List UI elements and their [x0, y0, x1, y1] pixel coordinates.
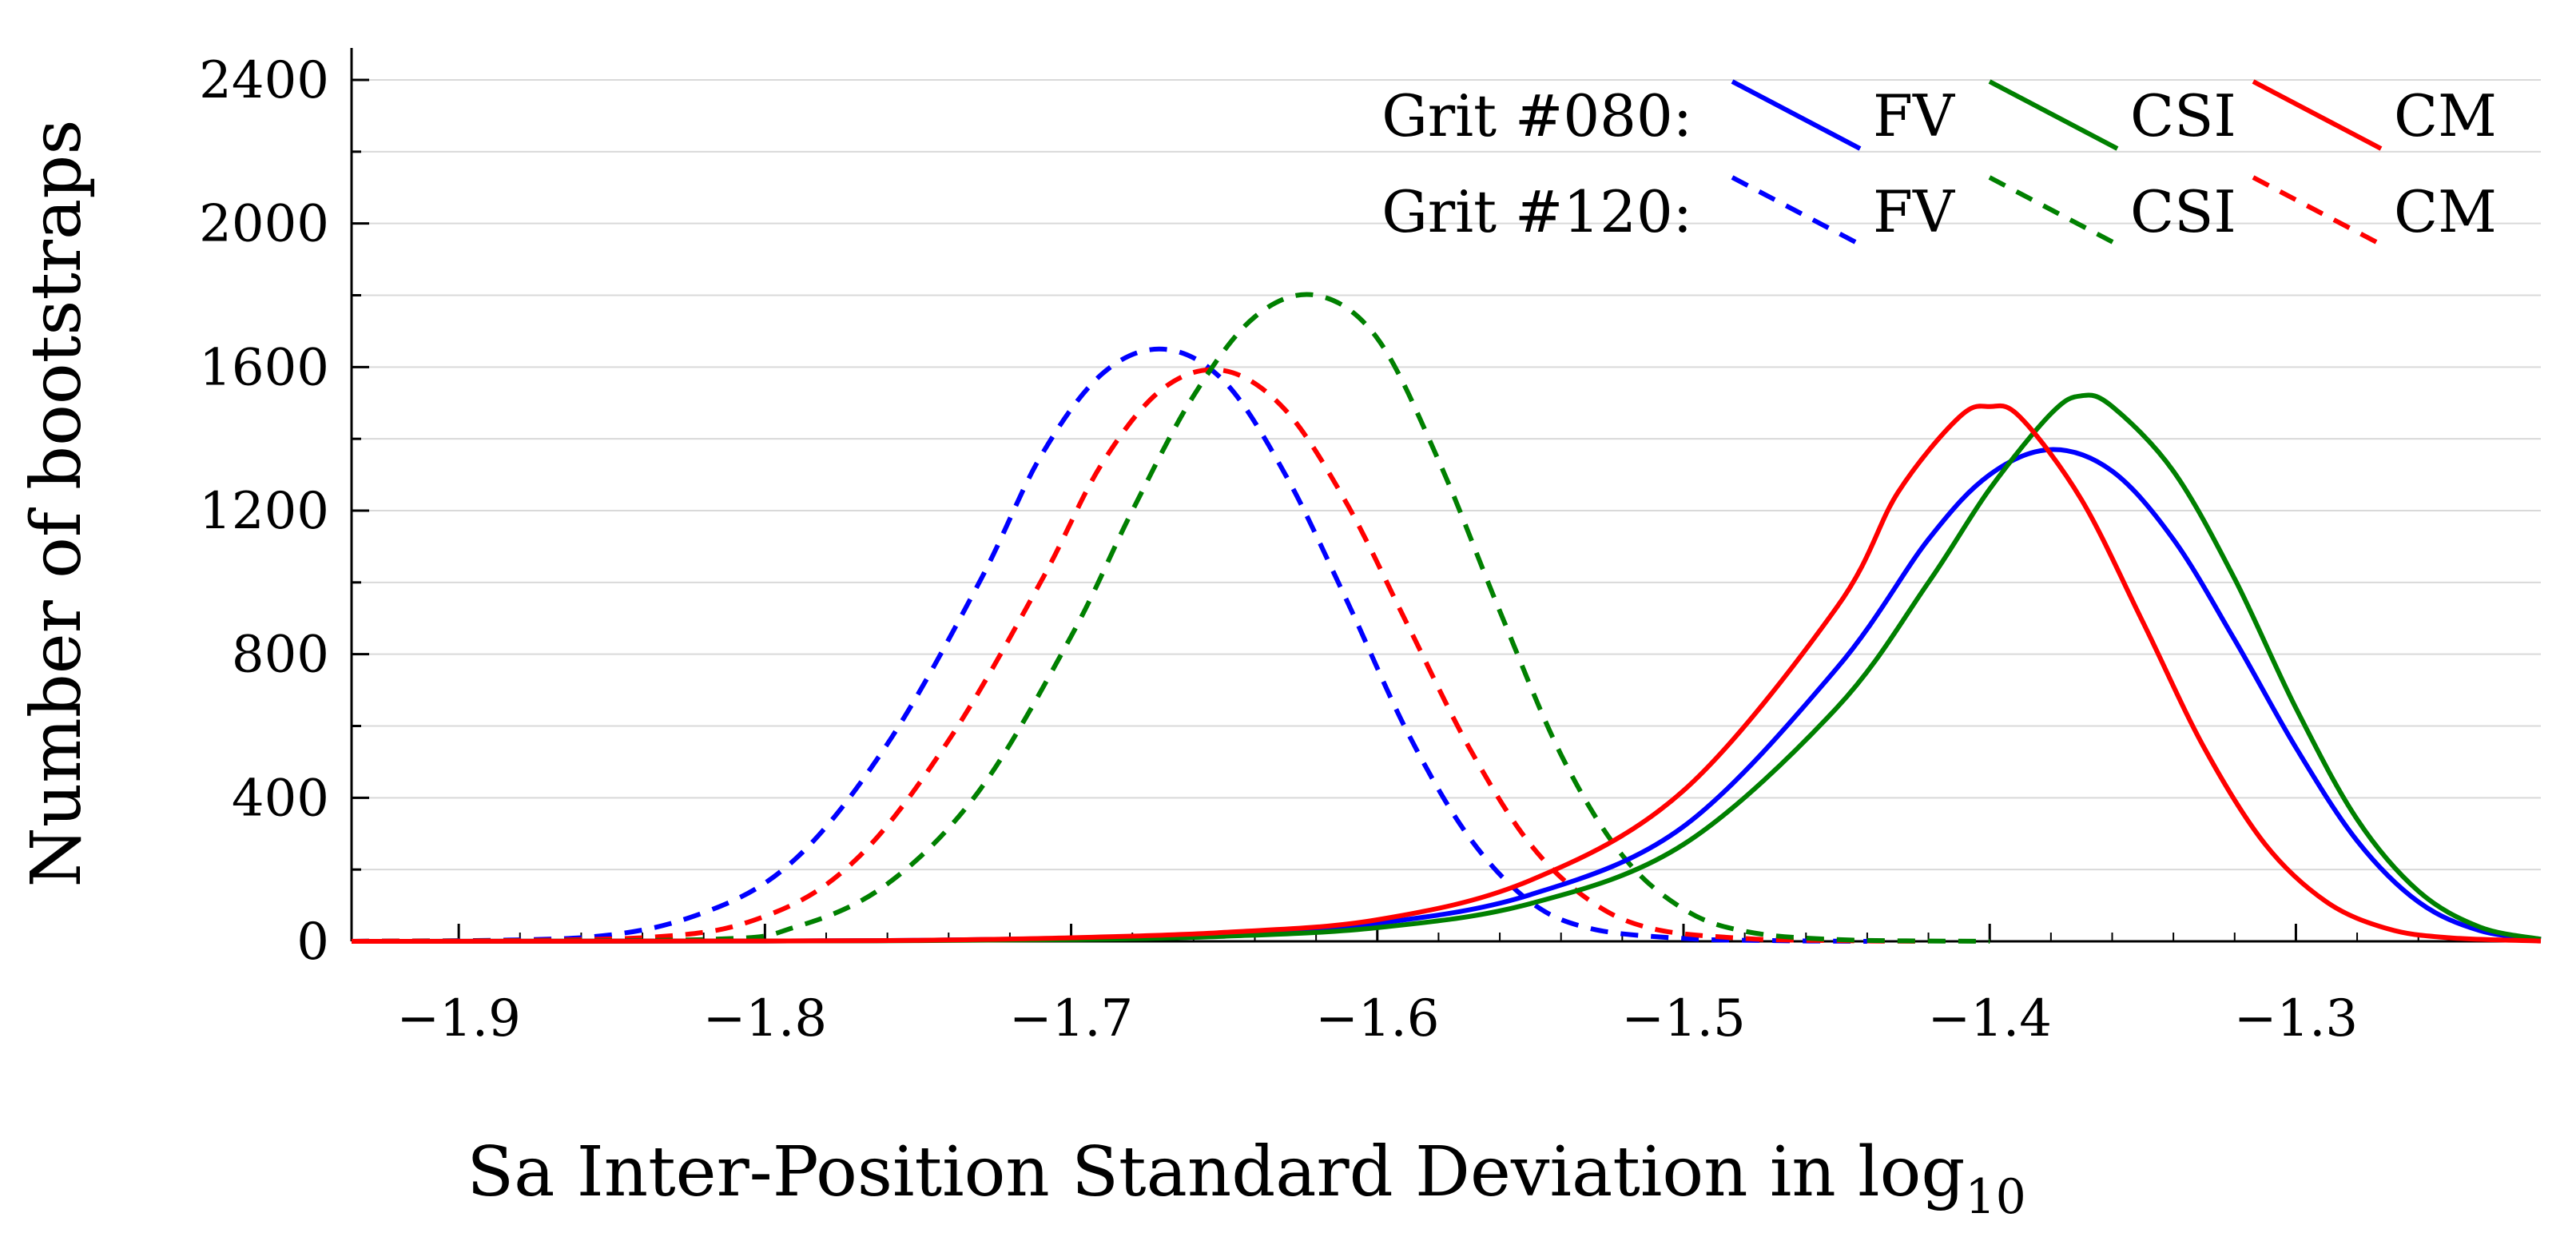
legend-group-label: Grit #120: — [1381, 178, 1692, 245]
legend-swatch-fv — [1731, 79, 1862, 151]
legend-entry-fv: FV — [1873, 178, 1956, 245]
y-tick-label: 2400 — [199, 51, 329, 110]
y-tick-label: 2000 — [199, 195, 329, 254]
legend: Grit #080: FV CSI CM Grit #120: FV CSI CM — [1381, 79, 2497, 247]
series-line-grit-120-cm — [351, 367, 1929, 944]
series-line-grit-080-fv — [351, 447, 2542, 944]
legend-swatch-csi — [1988, 79, 2119, 151]
y-tick-label: 1600 — [199, 338, 329, 397]
series-line-grit-120-fv — [351, 346, 1867, 944]
tick-marks — [352, 78, 2419, 943]
x-tick-label: −1.4 — [1928, 989, 2052, 1048]
x-tick-label: −1.8 — [703, 989, 827, 1048]
x-tick-label: −1.6 — [1315, 989, 1439, 1048]
x-tick-label: −1.9 — [396, 989, 520, 1048]
legend-swatch-csi — [1988, 175, 2119, 247]
x-axis-label: Sa Inter-Position Standard Deviation in … — [467, 1132, 2026, 1225]
grid-lines — [352, 79, 2541, 871]
y-tick-label: 0 — [296, 913, 329, 972]
legend-entry-fv: FV — [1873, 82, 1956, 149]
series — [351, 292, 2542, 944]
legend-swatch-cm — [2252, 79, 2383, 151]
y-tick-label: 800 — [232, 626, 329, 685]
x-axis-label-subscript: 10 — [1965, 1169, 2025, 1225]
series-line-grit-080-cm — [351, 403, 2542, 944]
x-axis-label-main: Sa Inter-Position Standard Deviation in … — [467, 1132, 1965, 1212]
legend-swatch-cm — [2252, 175, 2383, 247]
y-tick-label: 1200 — [199, 482, 329, 541]
x-tick-label: −1.5 — [1621, 989, 1745, 1048]
x-tick-label: −1.3 — [2234, 989, 2358, 1048]
legend-group-label: Grit #080: — [1381, 82, 1692, 149]
legend-entry-csi: CSI — [2130, 178, 2236, 245]
series-line-grit-120-csi — [351, 292, 1990, 944]
tick-labels: 0 400 800 1200 1600 2000 2400 −1.9 −1.8 −1.7 −1.6 −… — [199, 51, 2358, 1048]
x-tick-label: −1.7 — [1009, 989, 1133, 1048]
y-tick-label: 400 — [232, 769, 329, 828]
legend-entry-csi: CSI — [2130, 82, 2236, 149]
legend-swatch-fv — [1731, 175, 1862, 247]
legend-entry-cm: CM — [2394, 178, 2497, 245]
y-axis-label: Number of bootstraps — [17, 120, 97, 888]
legend-entry-cm: CM — [2394, 82, 2497, 149]
